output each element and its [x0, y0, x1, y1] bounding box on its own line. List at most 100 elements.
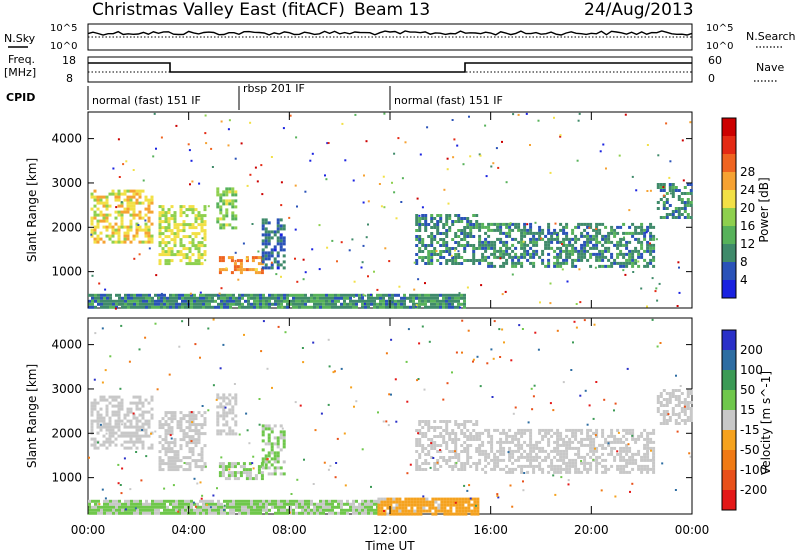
heatmap-cell: [646, 228, 650, 232]
heatmap-cell: [433, 238, 437, 241]
heatmap-cell: [668, 401, 672, 404]
heatmap-cell: [188, 438, 192, 442]
heatmap-cell: [595, 449, 599, 453]
heatmap-cell: [472, 435, 476, 438]
heatmap-cell: [94, 505, 97, 509]
heatmap-cell: [139, 299, 142, 303]
heatmap-cell: [222, 217, 226, 221]
heatmap-cell: [138, 253, 141, 256]
heatmap-cell: [129, 201, 133, 205]
heatmap-cell: [282, 433, 286, 437]
heatmap-cell: [419, 509, 423, 513]
heatmap-cell: [197, 429, 201, 433]
heatmap-cell: [241, 505, 244, 509]
heatmap-cell: [191, 241, 195, 245]
heatmap-cell: [167, 211, 171, 215]
heatmap-cell: [262, 508, 265, 512]
heatmap-cell: [319, 296, 322, 300]
heatmap-cell: [130, 293, 133, 297]
heatmap-cell: [310, 499, 313, 503]
heatmap-cell: [619, 264, 623, 268]
heatmap-cell: [358, 508, 361, 512]
heatmap-cell: [472, 226, 476, 229]
heatmap-cell: [194, 259, 198, 263]
heatmap-cell: [135, 431, 139, 435]
heatmap-cell: [622, 446, 626, 450]
heatmap-cell: [133, 293, 136, 297]
heatmap-cell: [225, 211, 229, 215]
heatmap-cell: [127, 499, 130, 503]
heatmap-cell: [547, 240, 551, 244]
heatmap-cell: [550, 240, 554, 244]
heatmap-cell: [295, 511, 298, 515]
heatmap-cell: [439, 293, 442, 297]
heatmap-cell: [167, 226, 171, 230]
heatmap-cell: [93, 407, 97, 411]
heatmap-cell: [373, 511, 376, 515]
heatmap-cell: [231, 199, 235, 203]
heatmap-cell: [532, 443, 536, 447]
heatmap-cell: [363, 174, 365, 177]
heatmap-cell: [424, 256, 428, 259]
heatmap-cell: [331, 502, 334, 506]
heatmap-cell: [298, 293, 301, 297]
heatmap-cell: [169, 299, 172, 303]
heatmap-cell: [476, 355, 479, 358]
colorbar-swatch: [722, 280, 736, 298]
heatmap-cell: [277, 302, 280, 306]
heatmap-cell: [460, 293, 463, 297]
heatmap-cell: [430, 217, 434, 220]
beam-label: Beam 13: [354, 0, 430, 20]
heatmap-cell: [604, 225, 608, 229]
heatmap-cell: [646, 240, 650, 244]
heatmap-cell: [261, 257, 265, 261]
heatmap-cell: [526, 252, 530, 256]
heatmap-cell: [233, 265, 237, 269]
heatmap-cell: [141, 443, 145, 447]
heatmap-cell: [677, 413, 681, 416]
heatmap-cell: [90, 216, 94, 220]
heatmap-cell: [604, 440, 608, 444]
heatmap-cell: [595, 446, 599, 450]
heatmap-cell: [203, 244, 207, 248]
heatmap-cell: [610, 228, 614, 232]
heatmap-cell: [481, 225, 485, 229]
heatmap-cell: [534, 221, 537, 224]
heatmap-cell: [502, 431, 506, 435]
heatmap-cell: [239, 471, 243, 475]
heatmap-cell: [316, 305, 319, 309]
heatmap-cell: [384, 247, 387, 250]
heatmap-cell: [535, 440, 539, 444]
heatmap-cell: [238, 433, 241, 436]
heatmap-cell: [154, 293, 157, 297]
heatmap-cell: [593, 323, 596, 326]
heatmap-cell: [643, 234, 647, 238]
colorbar-swatch: [722, 410, 736, 430]
heatmap-cell: [442, 438, 446, 441]
heatmap-cell: [219, 226, 223, 230]
heatmap-cell: [400, 302, 403, 306]
heatmap-cell: [467, 509, 471, 513]
heatmap-cell: [586, 243, 590, 247]
heatmap-cell: [270, 156, 273, 158]
heatmap-cell: [430, 442, 433, 445]
heatmap-cell: [440, 506, 444, 510]
heatmap-cell: [455, 351, 458, 354]
heatmap-cell: [532, 446, 536, 450]
heatmap-cell: [659, 395, 663, 398]
heatmap-cell: [283, 502, 286, 506]
heatmap-cell: [463, 299, 466, 303]
heatmap-cell: [173, 462, 177, 466]
heatmap-cell: [439, 299, 442, 303]
heatmap-cell: [197, 211, 201, 215]
heatmap-cell: [253, 508, 256, 512]
heatmap-cell: [457, 256, 461, 259]
heatmap-cell: [509, 484, 512, 487]
heatmap-cell: [415, 262, 419, 265]
colorbar-swatch: [722, 350, 736, 370]
heatmap-cell: [211, 502, 214, 506]
heatmap-cell: [99, 413, 103, 417]
heatmap-cell: [124, 299, 127, 303]
heatmap-cell: [367, 508, 370, 512]
